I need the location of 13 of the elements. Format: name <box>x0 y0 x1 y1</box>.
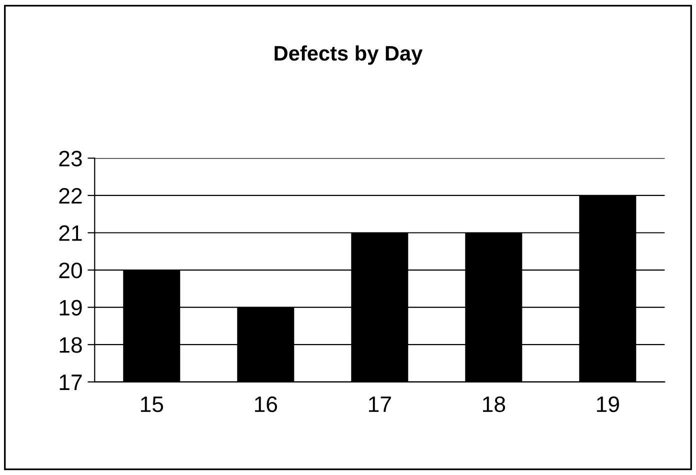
y-tick-label: 17 <box>60 374 82 390</box>
x-tick-label: 19 <box>597 396 619 412</box>
x-tick-label: 16 <box>255 396 278 412</box>
y-tick-label: 18 <box>60 337 82 353</box>
y-tick-label: 23 <box>59 150 82 166</box>
x-tick-label: 15 <box>140 396 164 412</box>
y-tick-label: 19 <box>60 300 82 316</box>
x-tick-label: 18 <box>483 396 506 412</box>
x-tick-label: 17 <box>369 396 391 412</box>
y-tick-label: 22 <box>59 188 82 204</box>
chart-title: Defects by Day <box>274 45 423 65</box>
y-tick-label: 21 <box>59 225 82 241</box>
y-tick-label: 20 <box>59 262 82 278</box>
